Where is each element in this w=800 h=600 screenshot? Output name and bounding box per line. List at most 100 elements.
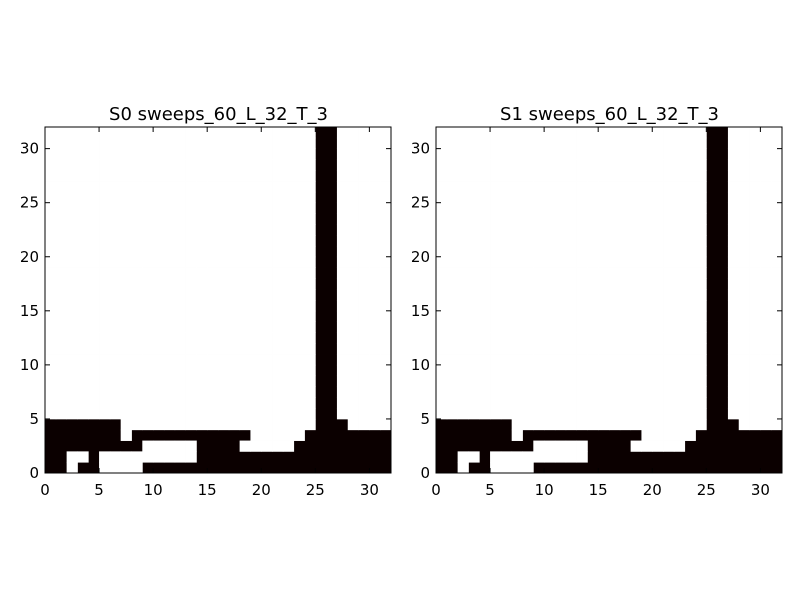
lattice-cell bbox=[358, 256, 370, 268]
lattice-cell bbox=[511, 127, 523, 139]
lattice-cell bbox=[153, 386, 165, 398]
lattice-cell bbox=[684, 191, 696, 204]
lattice-cell bbox=[142, 278, 154, 290]
lattice-cell bbox=[272, 386, 284, 398]
lattice-cell bbox=[293, 418, 305, 431]
lattice-cell bbox=[457, 354, 469, 366]
lattice-cell bbox=[142, 224, 154, 236]
lattice-cell bbox=[522, 332, 534, 344]
lattice-cell bbox=[695, 256, 707, 268]
lattice-cell bbox=[99, 397, 111, 409]
lattice-cell bbox=[663, 386, 675, 398]
lattice-cell bbox=[446, 245, 459, 258]
lattice-cell bbox=[77, 278, 89, 290]
y-tick-label: 25 bbox=[411, 194, 430, 212]
lattice-cell bbox=[77, 332, 89, 344]
lattice-cell bbox=[727, 408, 740, 420]
lattice-cell bbox=[369, 202, 381, 214]
lattice-cell bbox=[760, 170, 772, 182]
lattice-cell bbox=[738, 235, 750, 247]
lattice-cell bbox=[66, 408, 78, 420]
lattice-cell bbox=[185, 267, 197, 279]
lattice-cell bbox=[738, 191, 750, 204]
y-tick-label: 0 bbox=[420, 464, 430, 482]
lattice-cell bbox=[673, 364, 686, 377]
lattice-cell bbox=[609, 127, 621, 139]
lattice-cell bbox=[598, 397, 610, 409]
lattice-cell bbox=[468, 332, 480, 344]
lattice-cell bbox=[565, 267, 577, 279]
lattice-cell bbox=[293, 137, 305, 150]
lattice-cell bbox=[66, 354, 78, 366]
lattice-cell bbox=[500, 354, 513, 366]
lattice-cell bbox=[522, 418, 534, 431]
lattice-cell bbox=[468, 235, 480, 247]
lattice-cell bbox=[771, 245, 783, 258]
lattice-cell bbox=[120, 181, 132, 193]
lattice-cell bbox=[163, 235, 176, 247]
lattice-cell bbox=[131, 289, 143, 301]
lattice-cell bbox=[500, 451, 513, 463]
lattice-cell bbox=[479, 245, 491, 258]
lattice-cell bbox=[88, 202, 100, 214]
lattice-cell bbox=[88, 397, 100, 409]
lattice-cell bbox=[684, 278, 696, 290]
lattice-cell bbox=[468, 256, 480, 268]
lattice-cell bbox=[673, 191, 686, 204]
lattice-cell bbox=[598, 191, 610, 204]
lattice-cell bbox=[652, 278, 664, 290]
lattice-cell bbox=[239, 408, 251, 420]
lattice-cell bbox=[727, 267, 740, 279]
lattice-cell bbox=[304, 343, 316, 355]
lattice-cell bbox=[738, 418, 750, 431]
lattice-cell bbox=[468, 127, 480, 139]
lattice-cell bbox=[45, 245, 57, 258]
lattice-cell bbox=[66, 462, 78, 474]
lattice-cell bbox=[77, 408, 89, 420]
lattice-cell bbox=[533, 440, 545, 452]
lattice-cell bbox=[358, 235, 370, 247]
lattice-cell bbox=[511, 224, 523, 236]
lattice-cell bbox=[109, 354, 122, 366]
lattice-cell bbox=[196, 235, 208, 247]
lattice-cell bbox=[533, 408, 545, 420]
lattice-cell bbox=[479, 397, 491, 409]
lattice-cell bbox=[684, 354, 696, 366]
lattice-cell bbox=[99, 256, 111, 268]
lattice-cell bbox=[619, 137, 632, 150]
lattice-cell bbox=[544, 191, 556, 204]
lattice-cell bbox=[630, 408, 642, 420]
lattice-cell bbox=[619, 213, 632, 225]
lattice-cell bbox=[587, 181, 599, 193]
lattice-cell bbox=[695, 159, 707, 171]
lattice-cell bbox=[239, 256, 251, 268]
lattice-cell bbox=[185, 397, 197, 409]
lattice-cell bbox=[282, 170, 295, 182]
lattice-cell bbox=[282, 191, 295, 204]
lattice-cell bbox=[684, 267, 696, 279]
lattice-cell bbox=[272, 181, 284, 193]
lattice-cell bbox=[457, 148, 469, 160]
lattice-cell bbox=[142, 137, 154, 150]
lattice-cell bbox=[609, 300, 621, 312]
lattice-cell bbox=[369, 310, 381, 323]
lattice-cell bbox=[336, 375, 349, 387]
lattice-cell bbox=[282, 159, 295, 171]
lattice-cell bbox=[652, 310, 664, 323]
lattice-cell bbox=[272, 159, 284, 171]
lattice-cell bbox=[174, 364, 186, 377]
lattice-cell bbox=[436, 191, 448, 204]
lattice-cell bbox=[369, 408, 381, 420]
lattice-cell bbox=[282, 440, 295, 452]
lattice-cell bbox=[436, 289, 448, 301]
lattice-cell bbox=[554, 224, 567, 236]
lattice-cell bbox=[380, 418, 392, 431]
lattice-cell bbox=[369, 386, 381, 398]
lattice-cell bbox=[77, 256, 89, 268]
lattice-cell bbox=[196, 343, 208, 355]
lattice-cell bbox=[174, 267, 186, 279]
lattice-cell bbox=[533, 159, 545, 171]
lattice-cell bbox=[749, 202, 761, 214]
lattice-cell bbox=[293, 235, 305, 247]
lattice-cell bbox=[109, 310, 122, 323]
